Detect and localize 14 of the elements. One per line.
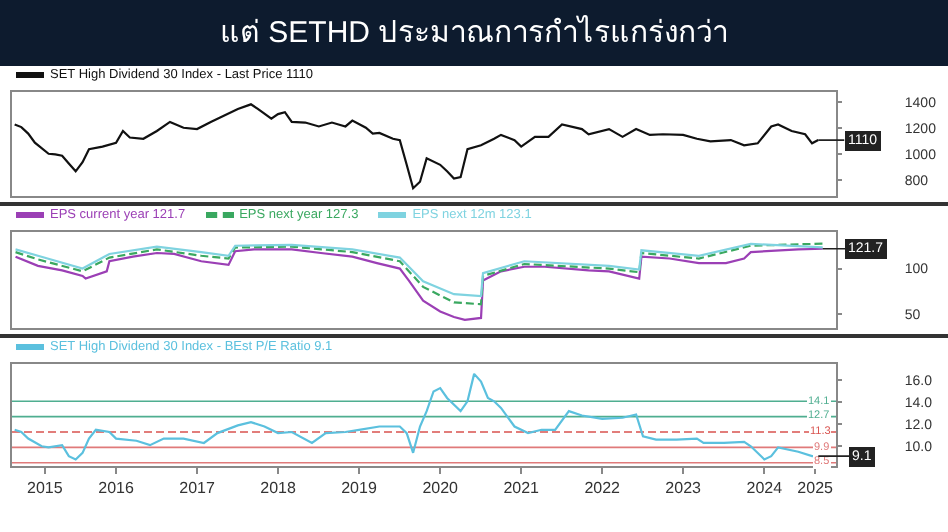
x-tick-label: 2019 — [341, 479, 378, 498]
x-tick-label: 2016 — [98, 479, 135, 498]
x-tick-label: 2015 — [27, 479, 64, 498]
x-tick-label: 2024 — [746, 479, 784, 498]
x-tick-label: 2022 — [584, 479, 622, 498]
chart-title: แต่ SETHD ประมาณการกำไรแกร่งกว่า — [0, 0, 948, 66]
line-series — [13, 103, 820, 190]
x-tick-label: 2020 — [422, 479, 460, 498]
x-tick-label: 2018 — [260, 479, 297, 498]
x-tick-label: 2021 — [503, 479, 541, 498]
x-tick-label: 2023 — [665, 479, 703, 498]
line-series — [14, 247, 824, 321]
x-tick-label: 2025 — [797, 479, 835, 498]
x-tick-label: 2017 — [179, 479, 216, 498]
